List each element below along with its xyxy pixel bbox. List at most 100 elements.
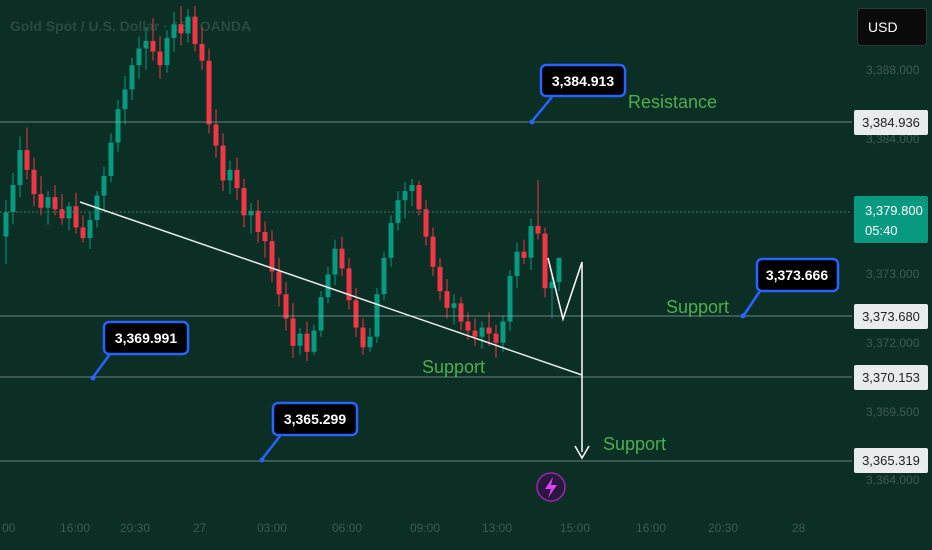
candle-body — [283, 294, 289, 319]
callout-price-support-left[interactable]: 3,369.991 — [92, 320, 190, 377]
candle-body — [192, 16, 198, 44]
candle-body — [290, 318, 296, 346]
candle-body — [360, 327, 366, 348]
candle-body — [269, 241, 275, 272]
candle-body — [101, 175, 107, 196]
current-price-tag: 3,379.800 05:40 — [854, 196, 928, 243]
lightning-bolt-icon[interactable] — [536, 472, 566, 502]
candle-body — [255, 210, 261, 233]
callout-text: 3,384.913 — [552, 73, 614, 89]
candle-body — [150, 40, 156, 52]
callout-text: 3,373.666 — [766, 267, 828, 283]
price-tag-support-3: 3,365.319 — [854, 448, 928, 473]
candle-body — [444, 291, 450, 308]
svg-text:3,373.680: 3,373.680 — [862, 309, 920, 324]
candle-body — [549, 282, 555, 289]
candle-body — [318, 297, 324, 331]
candle-body — [451, 303, 457, 308]
price-tag-support-2: 3,370.153 — [854, 365, 928, 390]
candle-body — [164, 37, 170, 66]
time-axis[interactable]: 00 16:00 20:30 27 03:00 06:00 09:00 13:0… — [2, 521, 806, 535]
candle-body — [311, 330, 317, 352]
candle-body — [17, 150, 23, 186]
svg-text:3,384.936: 3,384.936 — [862, 115, 920, 130]
candle-body — [227, 169, 233, 181]
time-tick: 13:00 — [482, 521, 512, 535]
time-tick: 06:00 — [332, 521, 362, 535]
resistance-label: Resistance — [628, 92, 717, 112]
candle-body — [367, 336, 373, 348]
support-label-right: Support — [666, 297, 729, 317]
candle-body — [262, 232, 268, 242]
symbol-title: Gold Spot / U.S. Dollar · 15 · OANDA — [10, 18, 251, 34]
candle-body — [171, 24, 177, 38]
candle-body — [535, 225, 541, 234]
candle-body — [556, 257, 562, 283]
price-axis[interactable]: 3,388.000 3,384.000 3,373.000 3,372.000 … — [854, 63, 928, 487]
candle-body — [143, 40, 149, 49]
candle-body — [514, 251, 520, 277]
price-tick: 3,364.000 — [866, 473, 920, 487]
projection-path[interactable] — [547, 257, 583, 452]
candle-body — [248, 210, 254, 216]
candle-body — [507, 276, 513, 322]
candle-body — [339, 248, 345, 269]
candle-body — [465, 321, 471, 331]
time-tick: 03:00 — [257, 521, 287, 535]
candle-body — [87, 219, 93, 239]
callout-price-resistance[interactable]: 3,384.913 — [532, 63, 627, 121]
candle-body — [24, 150, 30, 170]
candle-body — [178, 24, 184, 34]
candle-body — [31, 169, 37, 195]
candle-body — [409, 185, 415, 192]
candle-body — [59, 209, 65, 219]
descending-trend-line[interactable] — [79, 201, 583, 376]
candle-body — [185, 16, 191, 34]
time-tick: 28 — [792, 521, 806, 535]
svg-text:3,370.153: 3,370.153 — [862, 370, 920, 385]
candle-body — [374, 294, 380, 337]
candle-body — [325, 274, 331, 298]
time-tick: 16:00 — [60, 521, 90, 535]
callout-price-support-bottom[interactable]: 3,365.299 — [262, 401, 359, 459]
candle-body — [45, 197, 51, 208]
candle-body — [234, 169, 240, 189]
price-tag-support-1: 3,373.680 — [854, 304, 928, 329]
candle-body — [402, 191, 408, 201]
candle-body — [430, 236, 436, 267]
candle-body — [157, 51, 163, 66]
candle-body — [486, 327, 492, 334]
candle-body — [479, 327, 485, 337]
candle-body — [213, 124, 219, 146]
candle-body — [437, 266, 443, 292]
candle-body — [10, 185, 16, 213]
support-label-bottom: Support — [603, 434, 666, 454]
candle-body — [416, 185, 422, 210]
candle-body — [388, 222, 394, 258]
callout-price-support-right[interactable]: 3,373.666 — [742, 257, 840, 316]
anchor-dot-support-left — [90, 375, 96, 381]
candle-body — [521, 251, 527, 258]
candle-body — [472, 330, 478, 337]
candle-body — [276, 271, 282, 295]
currency-button[interactable]: USD — [857, 8, 927, 46]
price-tag-resistance: 3,384.936 — [854, 110, 928, 135]
price-tick: 3,372.000 — [866, 336, 920, 350]
current-price-value: 3,379.800 — [865, 203, 923, 218]
price-tick: 3,388.000 — [866, 63, 920, 77]
candle-body — [52, 197, 58, 210]
svg-text:3,365.319: 3,365.319 — [862, 453, 920, 468]
anchor-dot-support-bottom — [259, 457, 265, 463]
candle-body — [458, 303, 464, 322]
candle-body — [80, 227, 86, 239]
candle-body — [38, 194, 44, 208]
candle-body — [115, 109, 121, 143]
time-tick: 16:00 — [636, 521, 666, 535]
candle-body — [220, 145, 226, 181]
candle-body — [381, 257, 387, 295]
price-tick: 3,373.000 — [866, 267, 920, 281]
candle-body — [73, 206, 79, 228]
candle-body — [3, 212, 9, 237]
candle-body — [129, 65, 135, 90]
